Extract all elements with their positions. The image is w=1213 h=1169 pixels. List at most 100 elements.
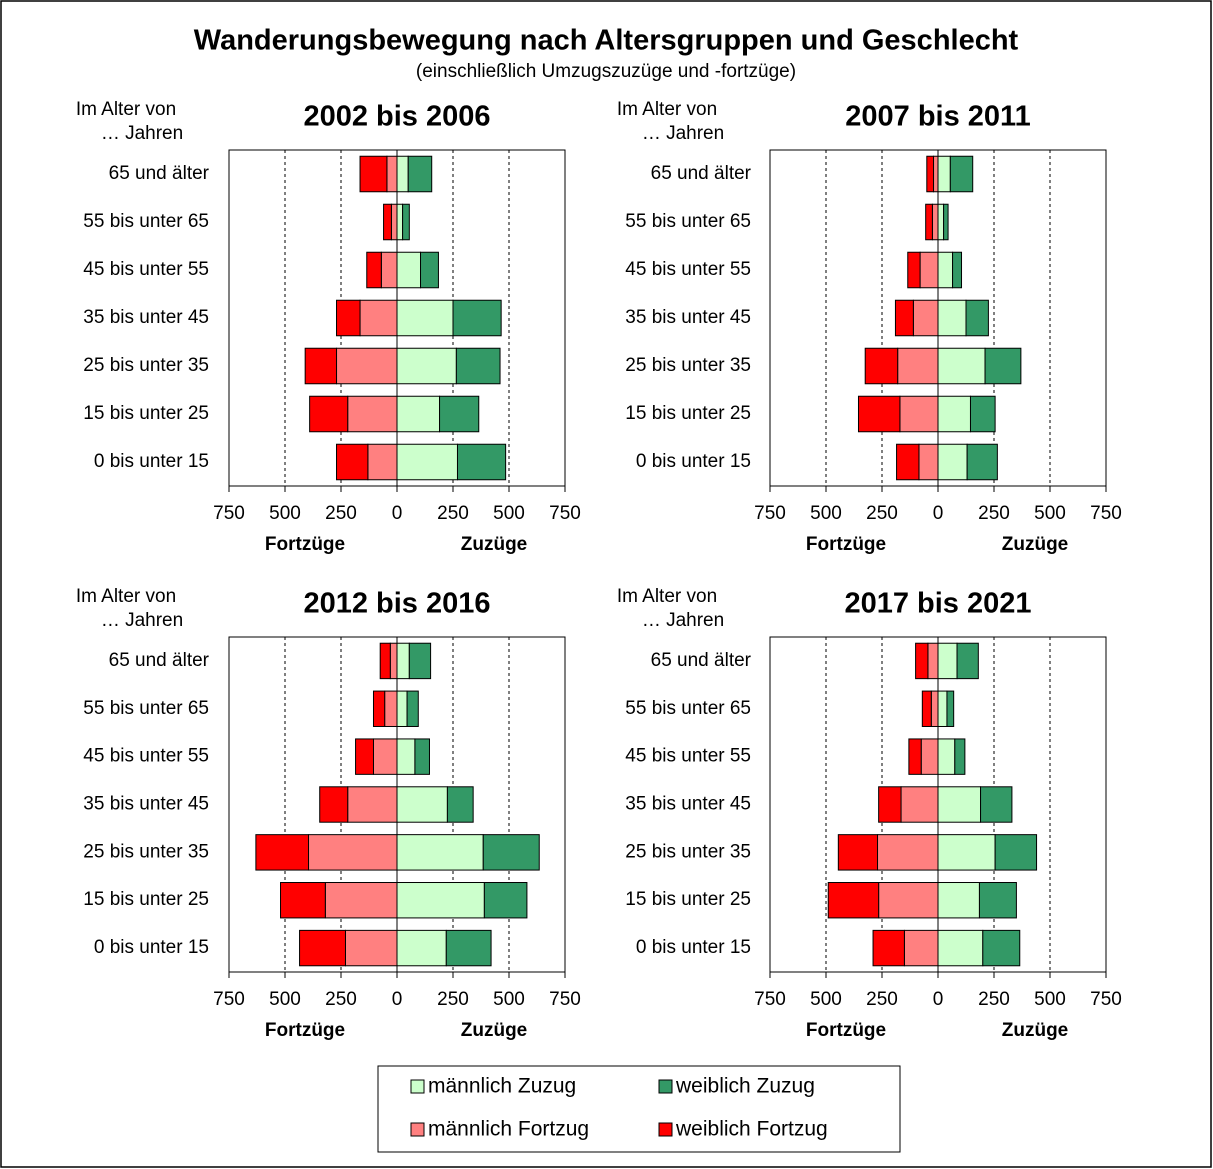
bar	[937, 251, 954, 289]
bar	[912, 299, 939, 337]
bar	[827, 882, 880, 919]
x-axis-label: Fortzüge	[806, 534, 886, 555]
bar	[915, 642, 929, 680]
bar	[919, 251, 939, 289]
bar	[308, 834, 398, 871]
y-tick-label: 55 bis unter 65	[625, 698, 751, 719]
y-axis-label: Im Alter von	[617, 586, 717, 607]
bar	[482, 834, 540, 871]
bar	[943, 203, 949, 241]
x-tick-label: 250	[437, 989, 469, 1010]
x-tick-label: 750	[549, 503, 581, 524]
x-tick-label: 750	[754, 989, 786, 1010]
x-tick-label: 500	[1034, 503, 1066, 524]
bar	[937, 347, 986, 385]
bar	[396, 347, 457, 385]
bar	[920, 738, 939, 775]
x-tick-label: 750	[213, 989, 245, 1010]
bar	[406, 690, 419, 727]
bar	[366, 251, 382, 289]
panel-title: 2002 bis 2006	[303, 101, 490, 133]
chart-subtitle: (einschließlich Umzugszuzüge und -fortzü…	[416, 61, 796, 82]
bar	[344, 929, 398, 967]
y-tick-label: 65 und älter	[651, 163, 752, 184]
bar	[336, 299, 361, 337]
bar	[384, 690, 398, 727]
x-tick-label: 750	[549, 989, 581, 1010]
bar	[383, 203, 392, 241]
bar	[899, 395, 939, 433]
x-axis-label: Fortzüge	[265, 534, 345, 555]
bar	[396, 395, 441, 433]
x-tick-label: 250	[978, 989, 1010, 1010]
bar	[872, 929, 905, 967]
bar	[877, 834, 939, 871]
x-tick-label: 750	[754, 503, 786, 524]
y-tick-label: 35 bis unter 45	[83, 794, 209, 815]
panel-title: 2017 bis 2021	[844, 588, 1031, 620]
bar	[299, 929, 346, 967]
y-tick-label: 35 bis unter 45	[625, 307, 751, 328]
x-tick-label: 250	[325, 503, 357, 524]
bar	[396, 690, 408, 727]
y-tick-label: 15 bis unter 25	[625, 889, 751, 910]
bar	[396, 786, 448, 823]
bar	[280, 882, 326, 919]
x-axis-label: Fortzüge	[265, 1020, 345, 1041]
legend-swatch	[658, 1122, 673, 1137]
legend	[377, 1065, 901, 1153]
bar	[930, 690, 939, 727]
legend-label: weiblich Fortzug	[675, 1118, 828, 1141]
bar	[396, 443, 458, 481]
bar	[937, 642, 958, 680]
bar	[445, 929, 492, 967]
y-tick-label: 15 bis unter 25	[83, 889, 209, 910]
bar	[956, 642, 979, 680]
bar	[978, 882, 1017, 919]
x-tick-label: 500	[493, 503, 525, 524]
y-tick-label: 65 und älter	[651, 650, 752, 671]
y-tick-label: 0 bis unter 15	[94, 451, 209, 472]
bar	[396, 642, 410, 680]
x-tick-label: 500	[269, 989, 301, 1010]
x-axis-label: Zuzüge	[1002, 534, 1069, 555]
bar	[937, 155, 951, 193]
y-tick-label: 45 bis unter 55	[83, 259, 209, 280]
x-tick-label: 750	[213, 503, 245, 524]
bar	[304, 347, 338, 385]
x-tick-label: 250	[866, 989, 898, 1010]
panel-title: 2012 bis 2016	[303, 588, 490, 620]
bar	[954, 738, 966, 775]
bar	[980, 786, 1013, 823]
bar	[937, 299, 967, 337]
bar	[407, 155, 433, 193]
bar	[396, 929, 447, 967]
y-axis-label: … Jahren	[642, 123, 724, 144]
bar	[937, 443, 968, 481]
legend-swatch	[410, 1079, 425, 1094]
bar	[949, 155, 974, 193]
bar	[396, 203, 404, 241]
y-tick-label: 25 bis unter 35	[83, 355, 209, 376]
bar	[837, 834, 879, 871]
y-tick-label: 25 bis unter 35	[625, 841, 751, 862]
bar	[921, 690, 932, 727]
chart-title: Wanderungsbewegung nach Altersgruppen un…	[194, 25, 1019, 57]
x-tick-label: 750	[1090, 989, 1122, 1010]
bar	[908, 738, 922, 775]
bar	[896, 443, 920, 481]
bar	[946, 690, 955, 727]
y-axis-label: Im Alter von	[76, 99, 176, 120]
bar	[420, 251, 439, 289]
bar	[982, 929, 1021, 967]
y-tick-label: 45 bis unter 55	[625, 746, 751, 767]
legend-swatch	[410, 1122, 425, 1137]
x-tick-label: 500	[1034, 989, 1066, 1010]
bar	[937, 929, 984, 967]
y-tick-label: 45 bis unter 55	[625, 259, 751, 280]
bar	[900, 786, 939, 823]
y-axis-label: … Jahren	[101, 610, 183, 631]
y-tick-label: 15 bis unter 25	[83, 403, 209, 424]
bar	[367, 443, 398, 481]
